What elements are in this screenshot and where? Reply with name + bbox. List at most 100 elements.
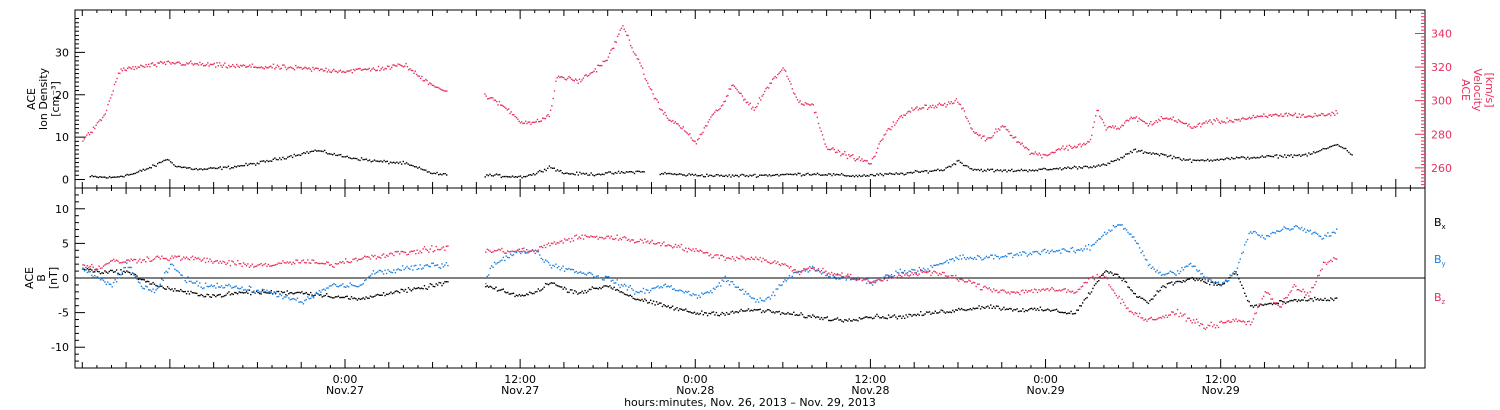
bz-point — [740, 255, 742, 257]
density-point — [360, 157, 363, 159]
bz-point — [496, 249, 499, 252]
by-point — [266, 289, 268, 292]
bx-point — [1276, 302, 1278, 305]
velocity-point — [544, 117, 547, 120]
velocity-point — [606, 59, 608, 62]
by-point — [857, 279, 859, 281]
by-point — [282, 297, 284, 300]
velocity-point — [825, 146, 828, 148]
bz-point — [1163, 316, 1166, 319]
velocity-point — [1068, 144, 1071, 146]
by-point — [124, 266, 126, 269]
velocity-point — [1150, 121, 1152, 123]
by-point — [317, 293, 319, 295]
bz-point — [1036, 291, 1039, 294]
velocity-point — [380, 68, 382, 70]
bx-point — [655, 301, 658, 303]
by-point — [847, 275, 849, 277]
bz-point — [416, 249, 418, 251]
velocity-point — [324, 70, 326, 72]
bx-point — [1121, 279, 1123, 282]
bz-point — [790, 266, 792, 268]
density-point — [918, 171, 920, 173]
bx-point — [591, 286, 593, 288]
velocity-point — [1185, 122, 1187, 125]
velocity-point — [1272, 114, 1274, 116]
by-point — [949, 258, 951, 261]
density-point — [625, 171, 628, 173]
density-point — [322, 150, 324, 153]
bx-point — [613, 286, 615, 288]
density-point — [1239, 157, 1241, 159]
by-point — [1328, 235, 1331, 237]
velocity-point — [912, 109, 914, 111]
bx-point — [235, 292, 237, 294]
density-point — [1166, 156, 1169, 158]
by-point — [423, 265, 426, 267]
density-point — [197, 169, 199, 171]
bx-point — [956, 309, 958, 311]
velocity-point — [187, 63, 189, 65]
bz-point — [762, 257, 764, 260]
density-point — [943, 169, 946, 171]
density-point — [946, 166, 949, 168]
by-point — [950, 258, 953, 261]
density-point — [792, 173, 795, 176]
by-point — [661, 286, 664, 289]
velocity-point — [107, 103, 109, 106]
by-point — [1058, 249, 1061, 252]
by-point — [418, 267, 420, 270]
velocity-point — [812, 104, 814, 106]
density-point — [97, 176, 99, 179]
bx-point — [847, 320, 849, 322]
density-point — [601, 173, 604, 175]
bz-point — [1230, 321, 1233, 323]
b-tick-label: -5 — [58, 307, 69, 320]
velocity-point — [651, 89, 653, 91]
velocity-point — [162, 62, 164, 65]
velocity-point — [1336, 112, 1339, 115]
bz-point — [1188, 317, 1190, 319]
velocity-point — [720, 105, 723, 107]
bx-point — [1079, 305, 1081, 307]
by-point — [1137, 243, 1139, 245]
by-point — [706, 291, 709, 293]
density-point — [735, 174, 737, 176]
bz-point — [375, 258, 377, 260]
bx-point — [1282, 300, 1284, 303]
velocity-point — [925, 104, 927, 106]
bx-point — [396, 290, 398, 292]
bz-point — [88, 266, 90, 269]
velocity-point — [158, 62, 160, 64]
bz-point — [1049, 288, 1052, 290]
velocity-point — [597, 64, 599, 66]
density-point — [367, 160, 369, 162]
bz-point — [575, 234, 577, 236]
density-point — [296, 154, 299, 156]
bz-point — [514, 250, 516, 252]
by-point — [372, 270, 375, 272]
bx-point — [1076, 309, 1078, 311]
bz-point — [286, 261, 288, 263]
bz-point — [333, 266, 335, 268]
bz-point — [690, 249, 693, 252]
bx-point — [164, 288, 166, 290]
bz-point — [1146, 320, 1148, 322]
bz-point — [629, 240, 631, 242]
velocity-point — [100, 119, 103, 122]
by-point — [607, 276, 610, 278]
velocity-point — [271, 67, 273, 69]
bz-point — [282, 260, 284, 262]
density-point — [1030, 170, 1032, 172]
velocity-point — [283, 64, 285, 66]
by-point — [333, 283, 335, 285]
bz-point — [1302, 288, 1304, 291]
bz-point — [1084, 281, 1087, 284]
bz-point — [680, 243, 683, 246]
bz-point — [1033, 288, 1036, 290]
density-point — [301, 153, 303, 155]
velocity-point — [116, 77, 118, 80]
bz-point — [698, 250, 700, 253]
velocity-point — [783, 69, 786, 71]
bx-point — [422, 288, 424, 290]
